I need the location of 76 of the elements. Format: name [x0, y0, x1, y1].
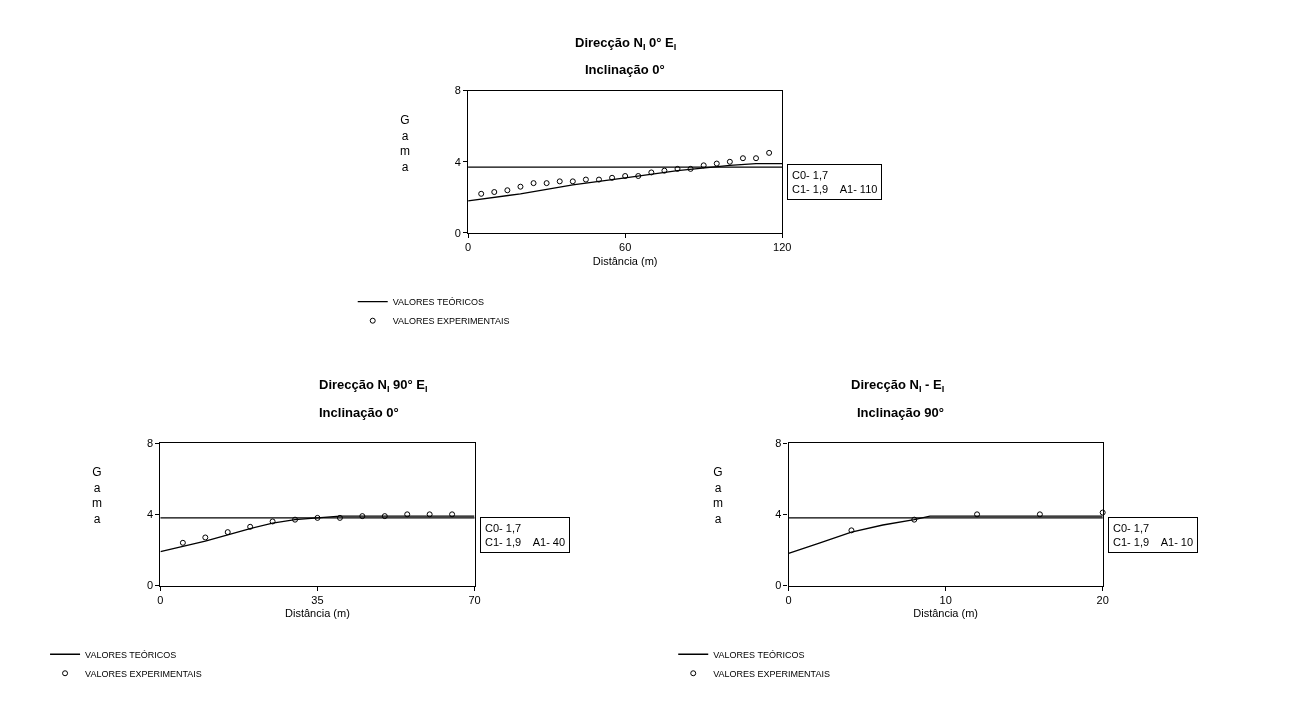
point: [726, 158, 733, 165]
point: [1099, 509, 1106, 516]
point: [247, 523, 254, 530]
legend-label: VALORES TEÓRICOS: [713, 649, 805, 660]
x-tick-label: 60: [619, 241, 632, 254]
y-axis-title: Gama: [92, 465, 102, 526]
legend-label: VALORES EXPERIMENTAIS: [392, 316, 510, 327]
point: [404, 511, 411, 518]
x-tick-label: 0: [157, 593, 164, 606]
text: C0- 1,7: [1113, 522, 1150, 534]
x-axis-title: Distância (m): [592, 254, 658, 267]
legend-label: VALORES EXPERIMENTAIS: [85, 668, 202, 679]
point: [556, 178, 563, 185]
x-axis-title: Distância (m): [285, 607, 350, 620]
point: [753, 155, 760, 162]
point: [224, 529, 231, 536]
chart-title: Direcção N$_{I}$ - E$_{I}$: [851, 377, 945, 394]
legend-label: VALORES EXPERIMENTAIS: [713, 668, 830, 679]
x-tick-label: 10: [939, 593, 952, 606]
y-tick-label: 8: [146, 436, 154, 449]
point: [269, 518, 276, 525]
point: [569, 178, 576, 185]
point: [582, 176, 589, 183]
text: C1- 1,9 A1- 40: [485, 536, 566, 549]
chart-subtitle: Inclinação 90°: [857, 405, 944, 420]
chart-subtitle: Inclinação 0°: [319, 405, 399, 420]
point: [449, 511, 456, 518]
y-tick-label: 4: [775, 508, 782, 521]
y-tick-label: 0: [454, 226, 461, 239]
y-axis-title: Gama: [400, 113, 410, 174]
point: [1036, 511, 1043, 518]
point: [491, 189, 498, 196]
y-tick-label: 8: [454, 84, 461, 97]
point: [739, 155, 746, 162]
point: [504, 187, 511, 194]
chart-title: Direcção N$_{I}$ 90° E$_{I}$: [319, 377, 428, 394]
x-tick-label: 0: [785, 593, 792, 606]
point: [336, 514, 343, 521]
point: [974, 511, 981, 518]
text: C1- 1,9 A1- 110: [792, 183, 878, 196]
chart-subtitle: Inclinação 0°: [585, 62, 665, 77]
legend-label: VALORES TEÓRICOS: [392, 297, 484, 308]
point: [543, 180, 550, 187]
point: [674, 165, 681, 172]
point: [426, 511, 433, 518]
x-tick-label: 35: [311, 593, 324, 606]
legend-label: VALORES TEÓRICOS: [85, 649, 177, 660]
point: [609, 174, 616, 181]
point: [530, 180, 537, 187]
point: [713, 160, 720, 167]
x-tick-label: 70: [468, 593, 481, 606]
x-tick-label: 20: [1096, 593, 1109, 606]
y-tick-label: 4: [146, 508, 154, 521]
point: [661, 167, 668, 174]
point: [622, 173, 629, 180]
text: C1- 1,9 A1- 10: [1113, 536, 1194, 549]
y-tick-label: 0: [146, 579, 154, 592]
point: [179, 539, 186, 546]
y-axis-title: Gama: [713, 465, 723, 526]
y-tick-label: 0: [775, 579, 782, 592]
point: [517, 183, 524, 190]
point: [202, 534, 209, 541]
text: C0- 1,7: [485, 522, 522, 534]
x-axis-title: Distância (m): [913, 607, 979, 620]
text: C0- 1,7: [792, 169, 829, 181]
y-tick-label: 8: [775, 436, 782, 449]
y-tick-label: 4: [454, 155, 461, 168]
point: [635, 173, 642, 180]
chart-title: Direcção N$_{I}$ 0° E$_{I}$: [575, 35, 677, 52]
x-tick-label: 0: [465, 241, 472, 254]
point: [848, 527, 855, 534]
point: [478, 190, 485, 197]
point: [766, 149, 773, 156]
x-tick-label: 120: [773, 241, 792, 254]
point: [595, 176, 602, 183]
point: [648, 169, 655, 176]
